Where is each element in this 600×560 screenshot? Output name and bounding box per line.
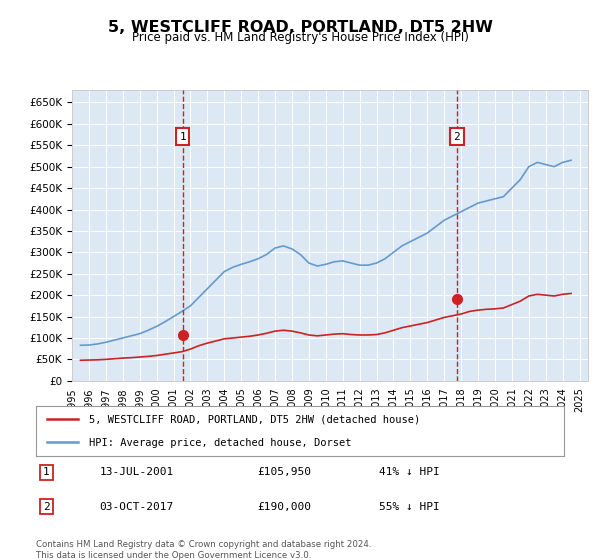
Text: 2: 2 xyxy=(43,502,50,511)
Text: 13-JUL-2001: 13-JUL-2001 xyxy=(100,467,173,477)
Text: Contains HM Land Registry data © Crown copyright and database right 2024.
This d: Contains HM Land Registry data © Crown c… xyxy=(36,540,371,560)
Text: 5, WESTCLIFF ROAD, PORTLAND, DT5 2HW: 5, WESTCLIFF ROAD, PORTLAND, DT5 2HW xyxy=(107,20,493,35)
Text: 5, WESTCLIFF ROAD, PORTLAND, DT5 2HW (detached house): 5, WESTCLIFF ROAD, PORTLAND, DT5 2HW (de… xyxy=(89,414,420,424)
Text: 1: 1 xyxy=(179,132,186,142)
Text: 55% ↓ HPI: 55% ↓ HPI xyxy=(379,502,440,511)
Text: 41% ↓ HPI: 41% ↓ HPI xyxy=(379,467,440,477)
Text: HPI: Average price, detached house, Dorset: HPI: Average price, detached house, Dors… xyxy=(89,438,352,448)
Text: £190,000: £190,000 xyxy=(258,502,312,511)
Text: £105,950: £105,950 xyxy=(258,467,312,477)
Text: 03-OCT-2017: 03-OCT-2017 xyxy=(100,502,173,511)
Text: 2: 2 xyxy=(454,132,460,142)
Text: 1: 1 xyxy=(43,467,50,477)
Text: Price paid vs. HM Land Registry's House Price Index (HPI): Price paid vs. HM Land Registry's House … xyxy=(131,31,469,44)
